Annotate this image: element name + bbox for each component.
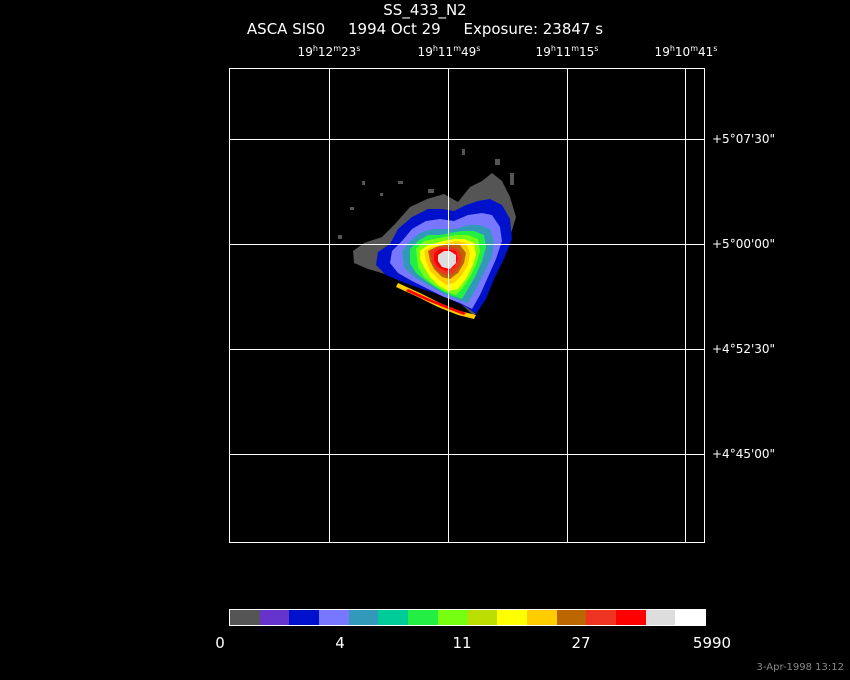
colorbar-swatch: [497, 610, 527, 625]
instrument-label: ASCA SIS0: [246, 20, 326, 38]
colorbar-swatch: [437, 610, 468, 625]
colorbar-swatch: [675, 610, 705, 625]
colorbar-swatch: [467, 610, 498, 625]
colorbar-swatch: [615, 610, 646, 625]
colorbar-swatch: [378, 610, 409, 625]
date-label: 1994 Oct 29: [347, 20, 441, 38]
ra-tick-label: 19h11m15s: [535, 44, 599, 59]
ra-tick-label: 19h10m41s: [654, 44, 718, 59]
colorbar-swatch: [408, 610, 438, 625]
coordinate-grid: [230, 69, 704, 542]
dec-tick-label: +4°52'30": [712, 342, 776, 356]
colorbar-label: 0: [215, 634, 225, 652]
colorbar-swatch: [586, 610, 616, 625]
color-scale-bar: [229, 609, 706, 626]
sky-image-plot: [229, 68, 705, 543]
colorbar-swatch: [556, 610, 587, 625]
image-title: SS_433_N2: [383, 1, 467, 19]
colorbar-swatch: [289, 610, 320, 625]
ra-tick-label: 19h11m49s: [417, 44, 481, 59]
observation-info: ASCA SIS0 1994 Oct 29 Exposure: 23847 s: [0, 20, 850, 38]
colorbar-label: 4: [335, 634, 345, 652]
exposure-label: Exposure: 23847 s: [463, 20, 604, 38]
ra-tick-label: 19h12m23s: [297, 44, 361, 59]
colorbar-swatch: [645, 610, 676, 625]
timestamp: 3-Apr-1998 13:12: [756, 662, 844, 673]
colorbar-label: 5990: [692, 634, 732, 652]
dec-tick-label: +4°45'00": [712, 447, 776, 461]
colorbar-swatch: [230, 610, 260, 625]
xray-image: [230, 69, 704, 542]
xray-emission: [338, 149, 516, 319]
colorbar-swatch: [319, 610, 349, 625]
colorbar-swatch: [348, 610, 379, 625]
colorbar-swatch: [526, 610, 557, 625]
dec-tick-label: +5°07'30": [712, 132, 776, 146]
colorbar-label: 11: [452, 634, 472, 652]
colorbar-swatch: [259, 610, 290, 625]
colorbar-label: 27: [571, 634, 591, 652]
dec-tick-label: +5°00'00": [712, 237, 776, 251]
